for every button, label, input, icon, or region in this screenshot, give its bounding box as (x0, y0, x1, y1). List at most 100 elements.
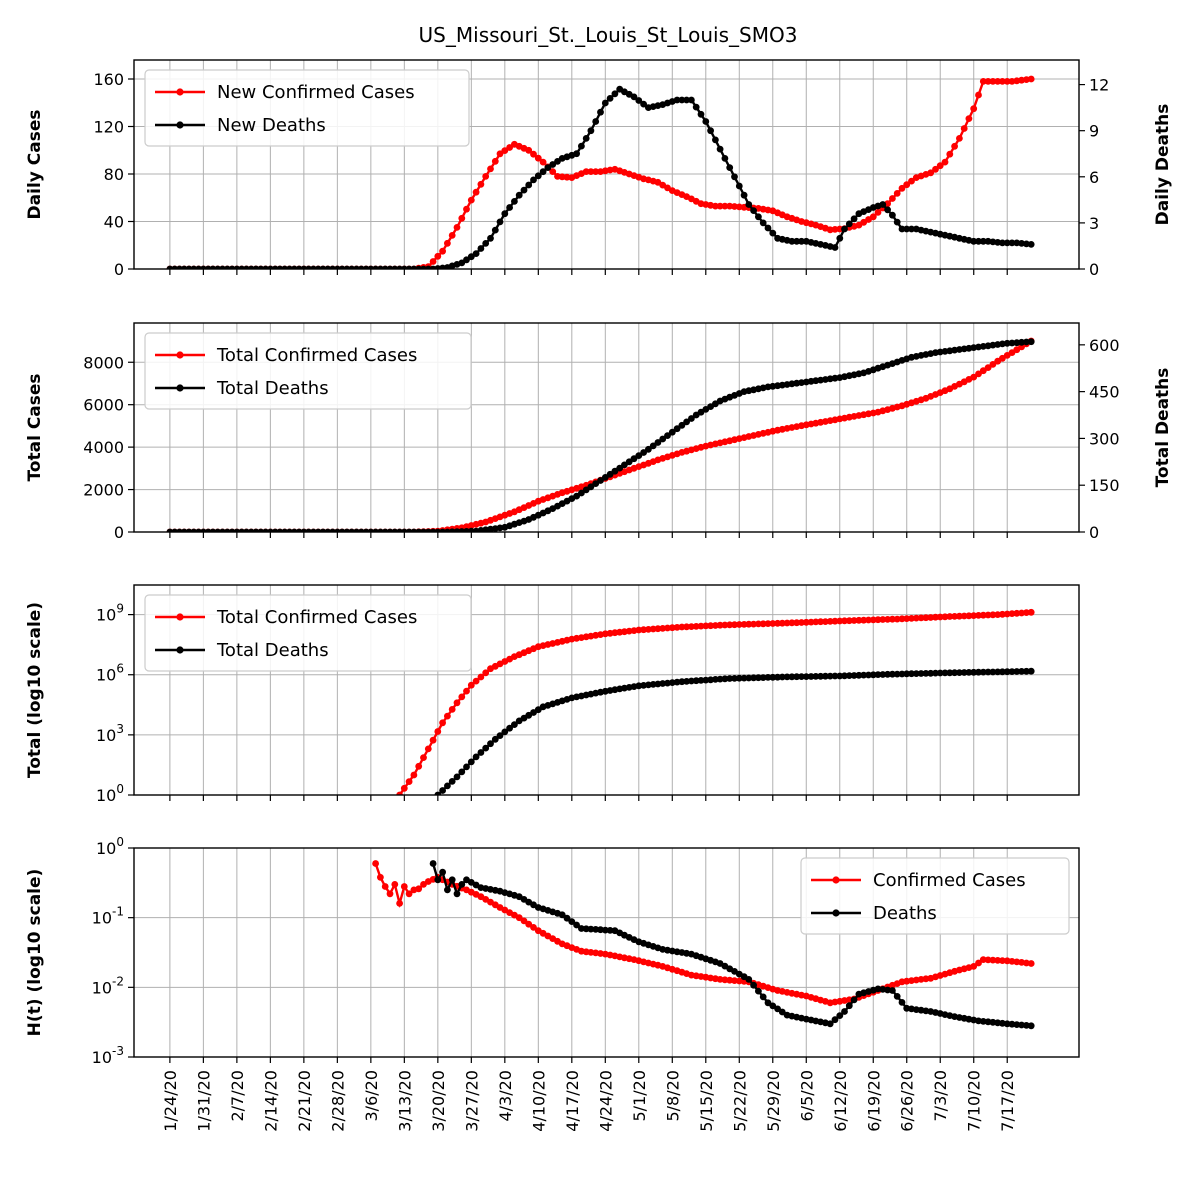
data-point (467, 681, 475, 689)
data-point (740, 674, 748, 682)
data-point (845, 1002, 853, 1010)
data-point (688, 623, 695, 630)
data-point (587, 925, 595, 933)
data-point (659, 435, 667, 443)
data-point (697, 677, 705, 684)
data-point (697, 622, 705, 630)
legend: Confirmed Cases Deaths (800, 857, 1070, 935)
data-point (831, 244, 839, 251)
data-point (1003, 239, 1011, 247)
data-point (755, 213, 762, 221)
data-point (812, 618, 820, 626)
legend-label: Deaths (873, 903, 937, 924)
data-point (487, 234, 494, 242)
data-point (1008, 239, 1016, 247)
data-point (1008, 610, 1016, 617)
data-point (1018, 668, 1025, 675)
data-point (573, 492, 580, 500)
x-tick-label: 3/6/20 (362, 1070, 381, 1122)
y-right-tick-label: 0 (1089, 260, 1099, 279)
data-point (903, 181, 911, 189)
data-point (908, 177, 915, 185)
data-point (544, 164, 552, 172)
y-right-tick-label: 3 (1089, 214, 1099, 233)
x-tick-label: 7/17/20 (998, 1070, 1017, 1132)
data-point (793, 237, 801, 245)
data-point (592, 168, 600, 176)
data-point (405, 890, 413, 898)
legend-label: Confirmed Cases (873, 870, 1026, 891)
data-point (501, 147, 509, 155)
data-point (458, 214, 466, 222)
data-point (1008, 668, 1016, 675)
data-point (664, 624, 671, 632)
data-point (688, 677, 695, 685)
data-point (860, 671, 868, 679)
data-point (970, 963, 978, 970)
data-point (434, 728, 442, 735)
data-point (525, 920, 533, 928)
series-group (372, 860, 1035, 1030)
data-point (951, 142, 958, 150)
data-point (640, 100, 647, 108)
data-point (927, 614, 935, 621)
data-point (683, 96, 690, 104)
data-point (458, 881, 466, 888)
data-point (434, 252, 442, 260)
data-point (721, 202, 729, 210)
data-point (941, 669, 949, 677)
data-point (1027, 960, 1035, 967)
data-point (467, 758, 475, 766)
data-point (621, 461, 628, 469)
y-tick-label: 6000 (83, 396, 124, 415)
y-tick-label: 40 (104, 213, 124, 232)
legend-marker (176, 88, 184, 96)
data-point (444, 886, 451, 894)
data-point (530, 150, 537, 158)
data-point (989, 668, 997, 676)
data-point (525, 181, 533, 189)
data-point (678, 96, 686, 104)
data-point (731, 621, 738, 629)
data-point (970, 237, 978, 245)
data-point (831, 672, 839, 680)
data-point (611, 467, 619, 475)
legend: Total Confirmed Cases Total Deaths (144, 332, 472, 410)
x-tick-label: 2/7/20 (228, 1070, 247, 1122)
data-point (802, 618, 810, 626)
data-point (429, 258, 437, 265)
data-point (898, 999, 906, 1006)
data-point (405, 778, 413, 785)
data-point (539, 168, 547, 176)
data-point (625, 458, 633, 466)
data-point (778, 1008, 786, 1016)
data-point (755, 987, 762, 995)
data-point (898, 225, 906, 233)
data-point (582, 168, 590, 176)
y-tick-label: 100 (96, 782, 124, 805)
plot-frame (133, 59, 1080, 270)
data-point (984, 78, 992, 85)
data-point (845, 617, 853, 625)
data-point (903, 670, 911, 678)
data-point (410, 771, 418, 779)
data-point (836, 234, 844, 242)
data-point (477, 180, 485, 188)
data-point (530, 924, 537, 931)
data-point (903, 615, 911, 622)
data-point (898, 184, 906, 192)
data-point (826, 1020, 834, 1028)
data-point (989, 956, 997, 964)
y-tick-label: 109 (96, 602, 124, 625)
data-point (889, 987, 896, 994)
data-point (788, 619, 796, 627)
data-point (822, 672, 829, 680)
data-point (453, 224, 461, 231)
data-point (472, 753, 480, 761)
data-point (755, 674, 762, 682)
data-point (726, 164, 734, 172)
legend-box (800, 857, 1070, 935)
data-point (506, 144, 513, 151)
data-point (424, 745, 432, 753)
data-point (525, 146, 533, 154)
